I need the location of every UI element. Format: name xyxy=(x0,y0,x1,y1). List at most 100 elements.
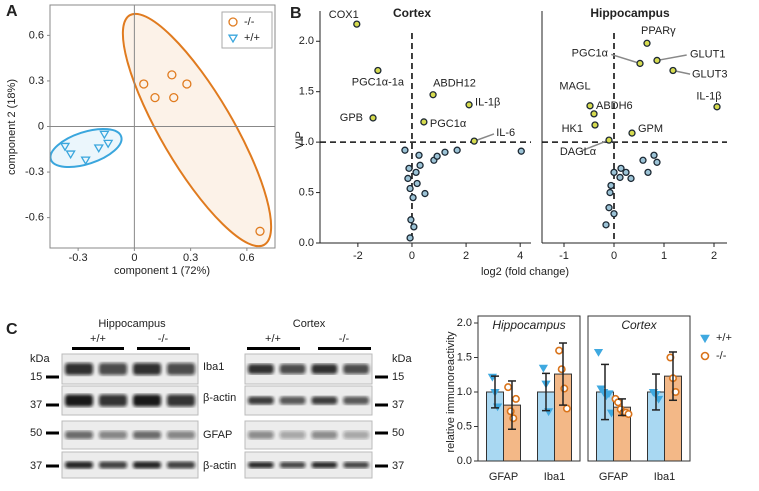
point xyxy=(605,204,613,212)
western-blot: C Hippocampus Cortex +/+ -/- +/+ -/- Iba… xyxy=(6,318,412,472)
confidence-ellipse xyxy=(49,127,123,169)
point-label: DAGLα xyxy=(560,146,597,158)
blot-band xyxy=(99,431,127,439)
blot-band xyxy=(133,431,161,439)
point xyxy=(59,142,71,152)
blot-band xyxy=(311,462,338,468)
point xyxy=(421,189,429,198)
point xyxy=(420,118,428,126)
blot-band xyxy=(248,396,274,405)
protein-label: β-actin xyxy=(203,460,236,472)
x-tick-label: -2 xyxy=(353,250,363,262)
y-tick-label: 1.5 xyxy=(299,86,314,98)
x-tick-label: 0 xyxy=(409,250,415,262)
x-tick-label: GFAP xyxy=(599,471,628,483)
x-tick-label: 0.3 xyxy=(183,252,198,264)
point xyxy=(586,102,594,110)
point-label: GPM xyxy=(638,123,663,135)
blot-band xyxy=(343,462,369,468)
point xyxy=(610,168,618,177)
marker-label: 37 xyxy=(30,460,42,472)
x-tick-label: 2 xyxy=(463,250,469,262)
point-label: PGC1α xyxy=(430,118,467,130)
legend-label: -/- xyxy=(716,350,727,362)
blot-band xyxy=(343,431,369,439)
leader-line xyxy=(610,53,641,65)
point-label: PPARγ xyxy=(641,25,676,37)
panel-title: Hippocampus xyxy=(492,318,565,332)
point xyxy=(410,223,418,231)
y-tick-label: -0.3 xyxy=(25,166,44,178)
panel-title: Cortex xyxy=(393,6,431,20)
point xyxy=(622,168,630,177)
point xyxy=(604,390,614,399)
y-axis-label: VIP xyxy=(294,131,306,149)
blot-title: Cortex xyxy=(293,318,326,330)
point xyxy=(560,384,569,393)
y-tick-label: -0.6 xyxy=(25,212,44,224)
point xyxy=(409,193,417,202)
marker-label: 37 xyxy=(30,399,42,411)
point xyxy=(644,168,652,177)
lane-bar xyxy=(318,347,371,350)
y-tick-label: 0.0 xyxy=(457,455,472,467)
x-tick-label: 0 xyxy=(611,250,617,262)
blot-band xyxy=(311,431,338,439)
blot-band xyxy=(343,364,369,374)
panel-letter: C xyxy=(6,321,18,338)
point xyxy=(602,221,610,229)
marker-label: 15 xyxy=(30,371,42,383)
point-label: COX1 xyxy=(329,9,359,21)
marker-label: 15 xyxy=(392,371,404,383)
point xyxy=(369,114,377,122)
x-tick-label: -1 xyxy=(559,250,569,262)
blot-band xyxy=(65,431,93,439)
blot-band xyxy=(279,462,306,468)
x-tick-label: 0 xyxy=(131,252,137,264)
point-label: GLUT1 xyxy=(690,48,725,60)
point xyxy=(441,148,449,156)
blot-band xyxy=(248,431,274,439)
point xyxy=(102,139,114,149)
point xyxy=(653,158,661,166)
blot-band xyxy=(343,396,369,405)
leader-line xyxy=(656,54,687,62)
point xyxy=(639,156,647,164)
point xyxy=(406,184,414,193)
point xyxy=(433,152,441,160)
point xyxy=(65,150,76,160)
point xyxy=(617,164,625,173)
marker-bar xyxy=(46,403,59,407)
legend-marker xyxy=(700,351,710,361)
point xyxy=(669,66,677,75)
panel-title: Hippocampus xyxy=(590,6,670,20)
point-label: GPB xyxy=(340,112,363,124)
point-label: ABDH6 xyxy=(596,100,633,112)
point xyxy=(628,129,636,137)
marker-label: 37 xyxy=(392,399,404,411)
point xyxy=(517,147,525,155)
y-tick-label: 0.3 xyxy=(29,75,44,87)
legend-marker xyxy=(228,17,238,27)
point-label: HK1 xyxy=(562,123,583,135)
lane-bar xyxy=(72,347,124,350)
legend-label: +/+ xyxy=(716,332,732,344)
point-label: GLUT3 xyxy=(692,68,727,80)
leader-line xyxy=(580,139,610,152)
marker-bar xyxy=(375,375,388,379)
y-tick-label: 0.5 xyxy=(457,420,472,432)
point xyxy=(139,79,149,89)
point xyxy=(465,101,473,109)
point xyxy=(470,137,478,145)
y-tick-label: 2.0 xyxy=(457,317,472,329)
point xyxy=(593,348,604,357)
blot-band xyxy=(279,364,306,374)
point xyxy=(650,151,658,159)
blot-band xyxy=(99,394,127,407)
confidence-ellipse xyxy=(121,12,273,248)
point xyxy=(374,66,382,75)
point xyxy=(643,39,651,47)
point xyxy=(416,161,424,169)
blot-band xyxy=(65,394,93,407)
